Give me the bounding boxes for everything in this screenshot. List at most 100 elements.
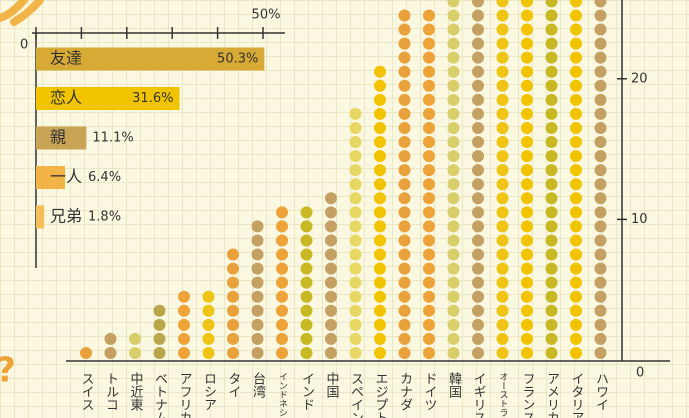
dot: [325, 220, 337, 233]
dot: [521, 37, 533, 50]
dot: [545, 304, 558, 317]
dot: [472, 0, 484, 8]
dot: [594, 290, 607, 303]
dot: [545, 220, 558, 233]
dot: [276, 332, 288, 345]
dot: [80, 346, 92, 359]
dot: [496, 178, 509, 191]
dot: [594, 51, 607, 64]
dot: [521, 206, 533, 219]
dot: [496, 262, 509, 275]
value-label: 31.6%: [132, 91, 173, 106]
dot: [545, 37, 558, 50]
dot: [447, 65, 460, 78]
dot: [545, 65, 558, 78]
dot: [447, 318, 460, 331]
dot: [104, 346, 117, 359]
dot: [545, 79, 558, 92]
dot: [594, 262, 607, 275]
dot: [545, 150, 558, 163]
dot: [374, 220, 386, 233]
dot: [423, 121, 435, 134]
dot: [349, 121, 362, 134]
dot: [423, 192, 435, 205]
dot: [447, 234, 460, 247]
dot: [521, 23, 533, 36]
dot: [545, 332, 558, 345]
dot: [398, 332, 411, 345]
dot: [447, 276, 460, 289]
bar-label: 恋人: [50, 88, 82, 107]
x-tick-label: タイ: [226, 372, 241, 398]
dot: [570, 220, 582, 233]
dot: [349, 276, 362, 289]
dot: [398, 206, 411, 219]
dot: [570, 248, 582, 261]
bar: [36, 166, 66, 189]
dot: [276, 290, 288, 303]
annotation: ?: [0, 351, 16, 391]
dot: [570, 276, 582, 289]
dot: [594, 206, 607, 219]
x-tick-label: ロシア: [201, 372, 216, 411]
dot: [594, 248, 607, 261]
dot: [447, 304, 460, 317]
dot: [545, 136, 558, 149]
dot: [374, 79, 386, 92]
x-tick-label: ドイツ: [422, 372, 437, 411]
x-tick-label: トルコ: [103, 372, 118, 411]
dot: [398, 234, 411, 247]
dot: [447, 79, 460, 92]
dot: [496, 234, 509, 247]
dot: [496, 192, 509, 205]
dot: [521, 107, 533, 120]
dot: [472, 150, 484, 163]
dot: [423, 332, 435, 345]
dot: [521, 136, 533, 149]
dot: [570, 178, 582, 191]
dot: [472, 304, 484, 317]
dot: [545, 290, 558, 303]
dot: [521, 0, 533, 8]
dot: [496, 93, 509, 106]
dot: [398, 178, 411, 191]
bar-label: 友達: [50, 49, 82, 68]
dot: [251, 248, 264, 261]
dot: [594, 192, 607, 205]
dot: [423, 23, 435, 36]
dot: [594, 346, 607, 359]
dot: [251, 346, 264, 359]
dot: [129, 346, 141, 359]
dot: [398, 65, 411, 78]
dot: [227, 318, 239, 331]
y-tick-label: 20: [631, 71, 648, 86]
dot: [570, 121, 582, 134]
dot: [447, 262, 460, 275]
dot: [570, 164, 582, 177]
dot: [472, 51, 484, 64]
dot: [447, 93, 460, 106]
dot: [447, 150, 460, 163]
dot: [545, 318, 558, 331]
dot: [398, 107, 411, 120]
dot: [398, 121, 411, 134]
dot: [423, 304, 435, 317]
dot: [545, 51, 558, 64]
x-tick-label: アフリカ: [177, 372, 192, 418]
dot: [423, 346, 435, 359]
dot: [472, 136, 484, 149]
dot: [423, 290, 435, 303]
dot: [496, 220, 509, 233]
dot: [447, 121, 460, 134]
dot: [276, 318, 288, 331]
dot: [545, 121, 558, 134]
dot: [349, 304, 362, 317]
dot: [472, 318, 484, 331]
dot: [447, 107, 460, 120]
dot: [545, 262, 558, 275]
x-tick-label: 中近東: [128, 372, 144, 411]
dot: [472, 276, 484, 289]
dot: [153, 304, 166, 317]
dot: [325, 346, 337, 359]
x-tick-label: 50%: [252, 8, 281, 23]
